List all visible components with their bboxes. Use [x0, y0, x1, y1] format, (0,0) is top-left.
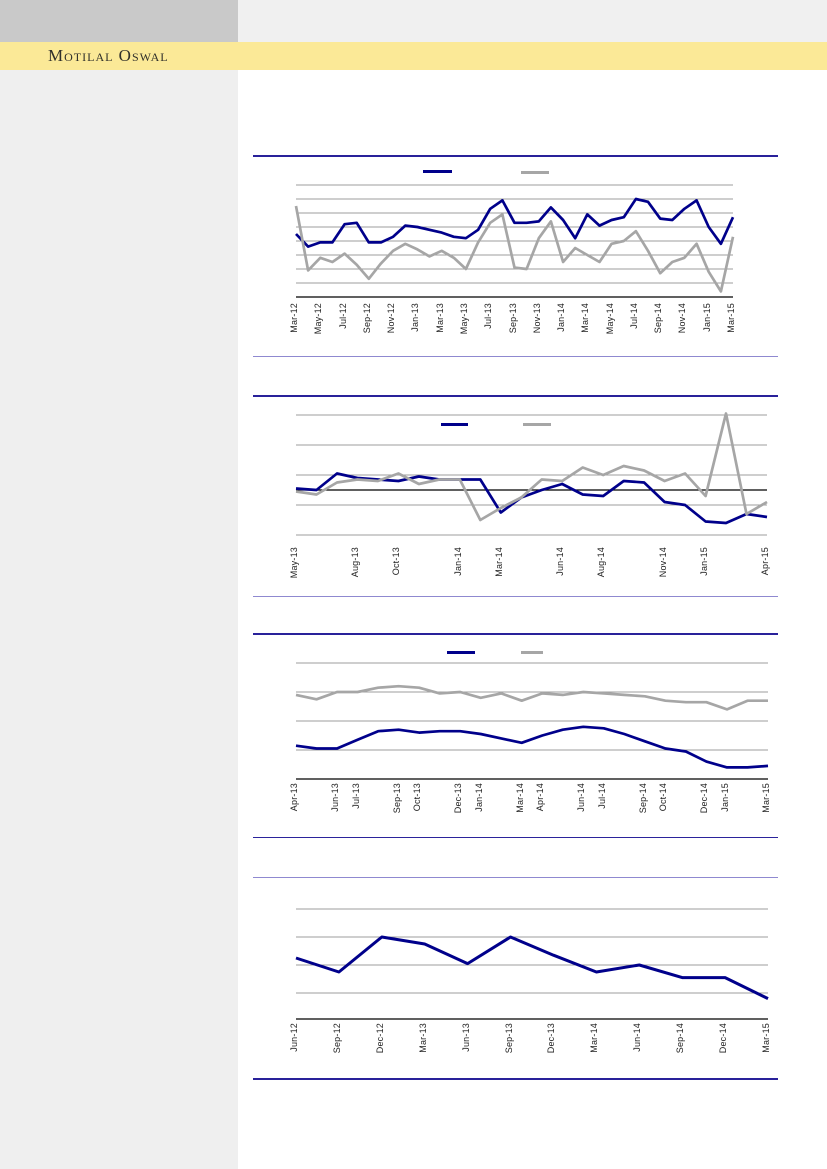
x-axis-label: Jul-13 [483, 303, 494, 329]
x-axis-label: Jul-14 [596, 783, 607, 809]
x-axis-label: Sep-13 [503, 1023, 514, 1054]
x-axis-label: Jul-14 [628, 303, 639, 329]
x-axis-label: Mar-13 [434, 303, 445, 333]
series-line-navy [295, 472, 768, 525]
x-axis-label: Mar-15 [726, 303, 736, 333]
x-axis-label: Nov-12 [386, 303, 397, 334]
x-axis-label: Jun-13 [330, 783, 341, 812]
x-axis-label: Jun-14 [555, 547, 566, 576]
x-axis-label: May-12 [313, 303, 324, 335]
x-axis-label: Oct-13 [412, 783, 423, 812]
left-sidebar [0, 70, 238, 1169]
x-axis-label: Jun-13 [460, 1023, 471, 1052]
chart-canvas [295, 412, 768, 536]
x-axis-label: Nov-13 [531, 303, 542, 334]
legend-swatch-navy [447, 651, 475, 654]
chart-1-monthly-line-chart: Mar-12 May-12 Jul-12 Sep-12 Nov-12 Jan-13 Mar-… [253, 155, 778, 357]
x-axis-label: Jun-12 [289, 1023, 299, 1052]
series-line-navy [295, 725, 769, 769]
x-axis-label: Mar-12 [289, 303, 299, 333]
x-axis-label: Mar-15 [761, 1023, 771, 1053]
x-axis-label: Nov-14 [677, 303, 688, 334]
x-axis-label: Nov-14 [657, 547, 668, 578]
series-line-navy [295, 935, 769, 1000]
series-line-gray [295, 412, 768, 522]
x-axis-label: Mar-14 [589, 1023, 600, 1053]
x-axis-label: Aug-14 [596, 547, 607, 578]
x-axis-label: Jan-15 [698, 547, 709, 576]
x-axis-label: Mar-14 [493, 547, 504, 577]
x-axis-label: Sep-14 [675, 1023, 686, 1054]
chart-2-zero-baseline-line-chart: May-13 Aug-13 Oct-13 Jan-14 Mar-14 Jun-14 Aug-… [253, 395, 778, 597]
legend-swatch-gray [521, 171, 549, 174]
x-axis-label: Apr-15 [760, 547, 770, 576]
x-axis-label: Mar-13 [417, 1023, 428, 1053]
x-axis-label: Dec-12 [374, 1023, 385, 1054]
series-line-gray [295, 684, 768, 711]
x-axis-label: Sep-13 [507, 303, 518, 334]
legend-swatch-gray [523, 423, 551, 426]
legend-swatch-navy [441, 423, 468, 426]
chart-canvas [295, 908, 769, 1020]
x-axis-label: Jun-14 [576, 783, 587, 812]
x-axis-label: Mar-14 [514, 783, 525, 813]
legend-swatch-gray [521, 651, 543, 654]
x-axis-label: Oct-13 [391, 547, 402, 576]
x-axis-label: Dec-14 [699, 783, 710, 814]
x-axis-label: Dec-14 [718, 1023, 729, 1054]
x-axis-label: Oct-14 [658, 783, 669, 812]
brand-logo-text: Motilal Oswal [48, 46, 169, 65]
x-axis-label: May-13 [458, 303, 469, 335]
chart-canvas [295, 651, 769, 780]
x-axis-label: Sep-14 [653, 303, 664, 334]
legend-swatch-navy [423, 170, 452, 173]
chart-4-quarterly-line-chart: Jun-12 Sep-12 Dec-12 Mar-13 Jun-13 Sep-13 Dec-… [253, 877, 778, 1080]
top-right-strip [238, 0, 827, 42]
x-axis-label: Dec-13 [453, 783, 464, 814]
x-axis-label: Jan-14 [556, 303, 567, 332]
x-axis-label: Aug-13 [350, 547, 361, 578]
x-axis-label: Jan-14 [473, 783, 484, 812]
x-axis-label: Jan-14 [452, 547, 463, 576]
chart-3-two-series-line-chart: Apr-13 Jun-13 Jul-13 Sep-13 Oct-13 Dec-13 Jan-… [253, 633, 778, 838]
x-axis-label: Apr-14 [535, 783, 546, 812]
x-axis-label: Dec-13 [546, 1023, 557, 1054]
series-line-navy [295, 197, 735, 248]
x-axis-label: Jul-13 [350, 783, 361, 809]
x-axis-label: Jan-15 [719, 783, 730, 812]
x-axis-label: May-13 [289, 547, 299, 579]
x-axis-label: Sep-12 [361, 303, 372, 334]
x-axis-label: Sep-14 [637, 783, 648, 814]
x-axis-label: Apr-13 [289, 783, 299, 812]
x-axis-label: Sep-12 [331, 1023, 342, 1054]
brand-band: Motilal Oswal [0, 42, 827, 70]
x-axis-label: Mar-15 [761, 783, 771, 813]
x-axis-label: Sep-13 [391, 783, 402, 814]
x-axis-label: May-14 [604, 303, 615, 335]
x-axis-label: Mar-14 [580, 303, 591, 333]
x-axis-label: Jun-14 [632, 1023, 643, 1052]
x-axis-label: Jul-12 [337, 303, 348, 329]
series-line-gray [294, 205, 735, 293]
x-axis-label: Jan-13 [410, 303, 421, 332]
chart-canvas [294, 170, 735, 298]
top-left-gray-block [0, 0, 238, 42]
x-axis-label: Jan-15 [701, 303, 712, 332]
